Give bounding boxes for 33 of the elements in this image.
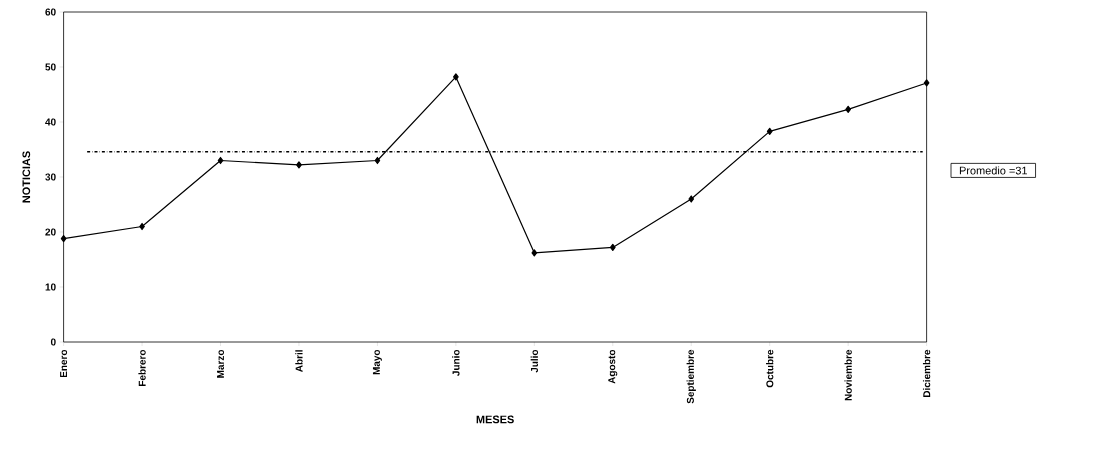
point [609, 243, 616, 251]
point [923, 79, 930, 87]
x-tick-label: Enero [60, 349, 68, 378]
point [845, 105, 852, 113]
y-tick-label: 10 [45, 283, 56, 291]
y-tick-label: 50 [45, 63, 56, 71]
text: Promedio =31 [959, 166, 1027, 175]
y-axis-title: NOTICIAS [22, 151, 31, 203]
point [60, 235, 67, 243]
y-tick-label: 20 [45, 228, 56, 236]
y-tick-label: 30 [45, 173, 56, 181]
x-tick-label: Octubre [766, 349, 774, 388]
point [217, 156, 224, 165]
x-tick-label: Marzo [217, 349, 224, 378]
point [453, 73, 459, 81]
y-tick-label: 60 [45, 8, 56, 16]
x-tick-label: Abril [295, 350, 303, 372]
x-tick-label: Septiembre [686, 349, 696, 404]
x-tick-label: Noviembre [844, 349, 852, 401]
point [296, 161, 302, 169]
y-tick-label: 0 [50, 338, 56, 346]
x-tick-label: Mayo [372, 349, 382, 375]
x-tick-label: Junio [452, 349, 460, 376]
point [766, 127, 773, 135]
x-tick-label: Febrero [138, 349, 146, 386]
point [531, 249, 538, 257]
x-tick-label: Agosto [608, 349, 618, 384]
x-tick-label: Julio [530, 349, 538, 373]
point [374, 156, 381, 165]
point [688, 195, 695, 203]
y-tick-label: 40 [45, 118, 56, 126]
x-tick-label: Diciembre [922, 349, 931, 398]
x-axis-title: MESES [476, 415, 514, 424]
